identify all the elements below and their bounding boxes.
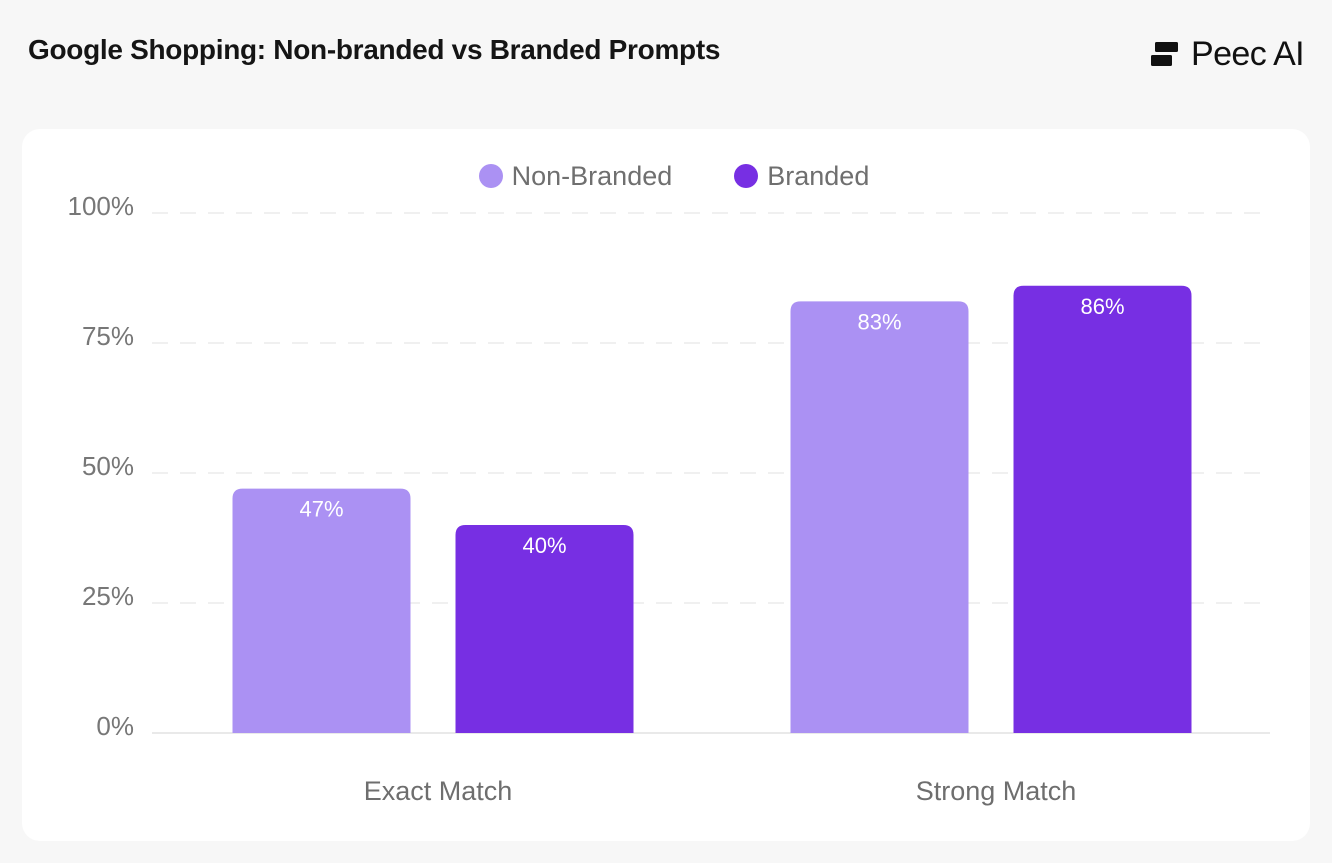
legend-swatch-non-branded — [478, 164, 503, 188]
data-label: 86% — [1080, 294, 1124, 319]
y-tick-label: 25% — [82, 581, 134, 611]
y-tick-label: 100% — [68, 191, 135, 221]
bar-non-branded — [232, 488, 411, 733]
chart-legend: Non-Branded Branded — [8, 160, 1332, 192]
y-tick-label: 50% — [82, 451, 134, 481]
chart-title: Google Shopping: Non-branded vs Branded … — [28, 34, 721, 65]
x-category-label: Strong Match — [916, 776, 1077, 806]
brand-logo: Peec AI — [1151, 34, 1305, 74]
data-label: 83% — [857, 309, 901, 334]
y-tick-label: 0% — [96, 711, 134, 741]
peec-logo-icon — [1151, 42, 1178, 66]
legend-label-non-branded: Non-Branded — [511, 160, 673, 191]
legend-item-non-branded[interactable]: Non-Branded — [478, 160, 673, 192]
legend-swatch-branded — [734, 164, 759, 188]
y-tick-label: 75% — [82, 321, 134, 351]
legend-label-branded: Branded — [767, 160, 870, 191]
legend-item-branded[interactable]: Branded — [734, 160, 869, 192]
bar-non-branded — [790, 301, 969, 733]
data-label: 47% — [299, 497, 343, 522]
x-category-label: Exact Match — [364, 776, 513, 806]
bar-branded — [455, 525, 634, 733]
bar-branded — [1013, 285, 1192, 733]
brand-name: Peec AI — [1191, 35, 1305, 73]
data-label: 40% — [522, 533, 566, 558]
